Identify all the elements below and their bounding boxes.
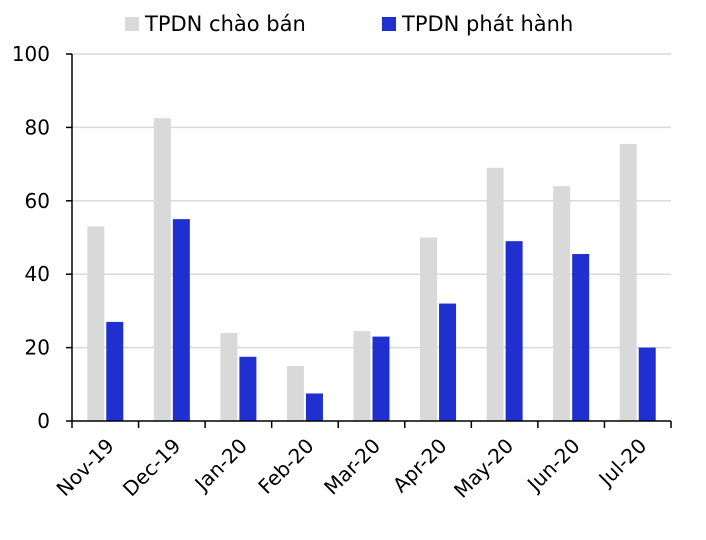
bar-chao-ban: [153, 118, 171, 421]
bar-phat-hanh: [572, 254, 590, 421]
y-tick-label: 80: [25, 115, 50, 139]
bar-phat-hanh: [505, 241, 523, 421]
y-tick-label: 0: [37, 409, 50, 433]
bar-chao-ban: [87, 226, 105, 421]
x-tick-label: Mar-20: [319, 434, 385, 500]
y-tick-label: 20: [25, 336, 50, 360]
bar-chao-ban: [619, 143, 637, 422]
y-tick-label: 100: [12, 42, 50, 66]
bar-phat-hanh: [372, 336, 390, 421]
bars: [87, 118, 656, 422]
x-tick-label: Feb-20: [253, 434, 318, 499]
x-axis-labels: Nov-19 Dec-19 Jan-20 Feb-20 Mar-20 Apr-20May-…: [52, 434, 652, 503]
bar-chao-ban: [420, 237, 438, 421]
legend: TPDN chào bán TPDN phát hành: [125, 12, 573, 36]
bar-phat-hanh: [172, 219, 190, 421]
bar-chao-ban: [353, 331, 371, 421]
legend-label: TPDN phát hành: [401, 12, 573, 36]
bar-chao-ban: [553, 186, 571, 421]
bar-chao-ban: [220, 332, 238, 421]
x-tick-label: Jul-20: [593, 434, 652, 493]
gridlines: [72, 53, 671, 349]
bar-phat-hanh: [305, 393, 323, 421]
x-tick-label: Apr-20: [388, 434, 452, 498]
legend-swatch: [125, 17, 139, 31]
y-axis-labels: 0 20 40 60 80 100: [12, 42, 50, 433]
x-tick-label: Jan-20: [189, 434, 252, 497]
bar-chao-ban: [286, 365, 304, 421]
bar-phat-hanh: [638, 347, 656, 421]
y-tick-label: 60: [25, 189, 50, 213]
bar-chao-ban: [486, 167, 504, 421]
bar-phat-hanh: [239, 356, 257, 421]
bar-phat-hanh: [439, 303, 457, 421]
legend-label: TPDN chào bán: [144, 12, 306, 36]
x-tick-label: Dec-19: [118, 434, 185, 501]
bar-phat-hanh: [106, 321, 124, 421]
x-tick-label: Nov-19: [52, 434, 119, 501]
legend-swatch: [382, 17, 396, 31]
axes: [66, 53, 672, 428]
y-tick-label: 40: [25, 262, 50, 286]
x-tick-label: May-20: [449, 434, 518, 503]
x-tick-label: Jun-20: [521, 434, 585, 498]
